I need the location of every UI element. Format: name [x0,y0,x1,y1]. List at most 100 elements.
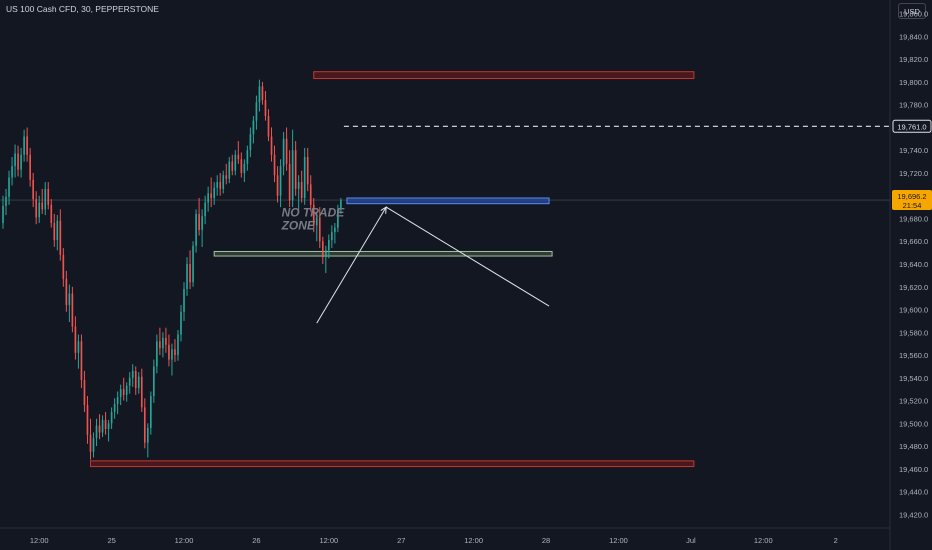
currency-button[interactable]: USD [898,3,926,19]
candle-body [213,187,216,198]
zone-green-support [213,250,553,257]
candle-body [153,366,155,396]
time-tick-label: 12:00 [609,536,628,545]
grid [0,0,891,550]
price-tick-label: 19,720.0 [899,169,928,178]
candle-body [246,150,249,164]
price-tick-label: 19,520.0 [899,397,928,406]
price-tick-label: 19,660.0 [899,237,928,246]
down-line [385,206,550,307]
time-tick-label: 12:00 [175,536,194,545]
price-tick-label: 19,820.0 [899,55,928,64]
candle-body [143,407,146,443]
candle-body [204,202,206,217]
candle-body [8,177,10,197]
candle-body [50,204,53,224]
candle-body [288,163,291,201]
candle-body [77,341,80,353]
candle-body [222,175,225,189]
price-axis[interactable]: 19,860.0 19,840.0 19,820.0 19,800.0 19,780.0… [892,10,932,520]
time-tick-label: 27 [397,536,405,545]
time-tick-label: 12:00 [754,536,773,545]
candle-body [237,154,240,160]
candle-body [92,438,95,452]
candle-body [328,240,330,251]
candle-body [337,209,339,228]
time-tick-label: 2 [834,536,838,545]
price-tick-label: 19,580.0 [899,328,928,337]
candle-body [306,157,309,185]
candle-body [192,245,194,283]
candle-body [29,154,31,180]
zone-upper-supply [313,71,695,80]
candle-body [5,196,7,206]
candle-body [89,434,92,452]
candle-body [41,202,44,210]
candle-body [95,425,98,439]
candle-body [83,380,86,406]
price-tick-label: 19,620.0 [899,283,928,292]
candle-body [210,193,212,198]
price-tick-label: 19,540.0 [899,374,928,383]
price-tick-label: 19,480.0 [899,442,928,451]
time-axis[interactable]: 12:00 25 12:00 26 12:00 27 12:00 28 12:00 Jul 12:0… [30,536,838,545]
candle-body [71,293,74,327]
candle-body [267,116,270,137]
candle-body [156,341,158,367]
candle-body [255,102,258,121]
candle-body [228,161,231,179]
candle-body [122,389,125,395]
price-tick-label: 19,440.0 [899,488,928,497]
candle-body [291,150,294,201]
candle-body [321,241,324,258]
zones [89,71,695,468]
time-tick-label: 12:00 [30,536,49,545]
candle-body [183,289,185,312]
candle-body [150,396,152,428]
candle-body [300,182,303,198]
candle-body [116,397,119,404]
price-tick-label: 19,800.0 [899,78,928,87]
candle-body [225,175,228,179]
candle-body [331,232,333,241]
candle-body [294,150,297,189]
candle-body [62,254,65,279]
candle-body [113,403,116,412]
candle-body [125,385,128,395]
no-trade-zone-label-line2: ZONE [281,218,316,232]
candle-body [318,217,321,242]
candle-body [216,182,219,188]
candle-body [243,163,246,173]
candle-body [104,419,107,429]
candle-body [303,157,306,198]
candle-body [198,213,200,230]
candle-body [249,134,252,151]
price-tick-label: 19,500.0 [899,419,928,428]
candle-body [165,337,167,345]
candle-body [80,341,83,381]
candle-body [258,86,261,103]
candle-body [309,184,312,205]
candle-body [56,220,59,241]
candle-body [334,227,336,233]
price-tick-label: 19,840.0 [899,32,928,41]
arrow-up-line [316,207,386,324]
candle-body [44,188,47,210]
candle-body [131,370,134,378]
candle-body [315,217,318,226]
candle-body [195,213,197,246]
candle-body [171,349,173,360]
last-price-label: 19,696.2 [897,192,926,201]
candle-body [201,216,203,230]
candle-body [219,182,222,189]
candle-body [312,204,315,226]
candle-body [279,166,282,196]
candle-body [2,205,4,224]
symbol-title: US 100 Cash CFD, 30, PEPPERSTONE [6,4,159,14]
candle-body [119,389,122,398]
candle-body [26,136,28,155]
candle-body [264,100,267,117]
last-price-tag [892,190,932,211]
zone-lower-demand [89,460,695,468]
